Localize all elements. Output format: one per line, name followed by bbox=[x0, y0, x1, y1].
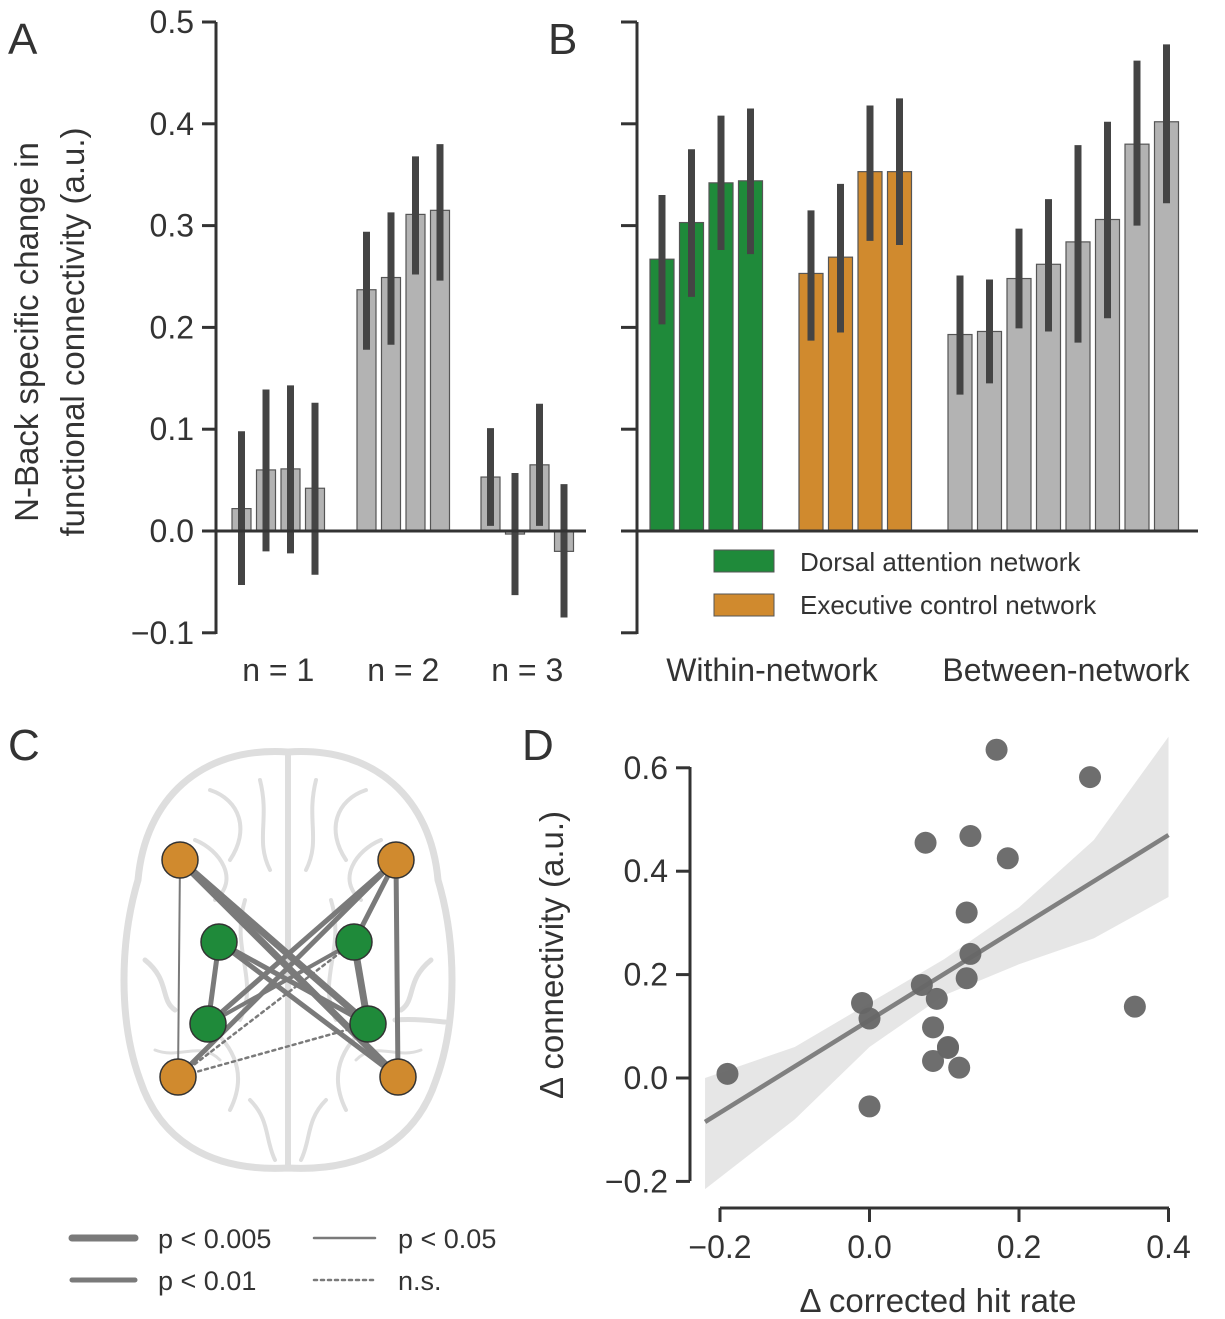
y-tick-label: 0.1 bbox=[150, 411, 194, 447]
y-tick-label: 0.2 bbox=[150, 309, 194, 345]
panel-a-ylabel-line1: N-Back specific change in bbox=[8, 142, 45, 522]
edge bbox=[393, 857, 401, 1080]
network-nodes bbox=[159, 841, 417, 1096]
edge bbox=[216, 939, 401, 1080]
scatter-points bbox=[716, 738, 1146, 1118]
edge bbox=[216, 939, 371, 1027]
group-label: n = 2 bbox=[367, 652, 439, 688]
y-tick-label: 0.4 bbox=[624, 853, 668, 889]
scatter-point bbox=[996, 847, 1019, 870]
y-tick-label: 0.0 bbox=[624, 1060, 668, 1096]
legend-swatch-dorsal-attention bbox=[713, 549, 775, 573]
edge bbox=[176, 1022, 370, 1079]
scatter-point bbox=[948, 1056, 971, 1079]
legend-label-ns: n.s. bbox=[398, 1266, 442, 1296]
scatter-point bbox=[936, 1037, 959, 1060]
scatter-point bbox=[955, 967, 978, 990]
panel-d-ylabel: Δ connectivity (a.u.) bbox=[533, 811, 570, 1099]
x-tick-label: 0.0 bbox=[847, 1229, 891, 1265]
y-tick-label: 0.2 bbox=[624, 957, 668, 993]
y-tick-label: 0.3 bbox=[150, 208, 194, 244]
panel-c-legend bbox=[68, 1234, 377, 1283]
scatter-point bbox=[914, 831, 937, 854]
panel-b: Within-network Between-network Dorsal att… bbox=[621, 20, 1198, 688]
y-tick-label: 0.4 bbox=[150, 106, 194, 142]
legend-label-p01: p < 0.01 bbox=[158, 1266, 256, 1296]
y-tick-label: 0.5 bbox=[150, 4, 194, 40]
panel-a-yticks: 0.5 0.4 0.3 0.2 0.1 0.0 −0.1 bbox=[131, 4, 216, 651]
panel-c: p < 0.005 p < 0.05 p < 0.01 n.s. bbox=[68, 748, 496, 1296]
panel-b-legend: Dorsal attention network Executive contr… bbox=[713, 547, 1097, 620]
node-executive bbox=[379, 1058, 417, 1096]
node-dorsal-attention bbox=[200, 923, 238, 961]
scatter-point bbox=[922, 1016, 945, 1039]
y-tick-label: −0.1 bbox=[131, 615, 194, 651]
y-tick-label: 0.0 bbox=[150, 513, 194, 549]
group-label: Within-network bbox=[666, 652, 879, 688]
panel-d-yticks: 0.6 0.4 0.2 0.0 −0.2 bbox=[605, 750, 690, 1199]
node-dorsal-attention bbox=[349, 1005, 387, 1043]
node-executive bbox=[161, 841, 199, 879]
scatter-point bbox=[959, 825, 982, 848]
group-label: n = 1 bbox=[242, 652, 314, 688]
panel-d-xlabel: Δ corrected hit rate bbox=[799, 1282, 1076, 1319]
scatter-point bbox=[925, 987, 948, 1010]
panel-b-bars bbox=[649, 44, 1180, 532]
panel-label-c: C bbox=[8, 721, 40, 770]
legend-swatch-executive-control bbox=[713, 593, 775, 617]
edge bbox=[206, 940, 356, 1026]
regression-line bbox=[703, 833, 1170, 1124]
panel-d-xticks: −0.2 0.0 0.2 0.4 bbox=[688, 1208, 1191, 1265]
x-tick-label: 0.4 bbox=[1146, 1229, 1190, 1265]
scatter-point bbox=[858, 1095, 881, 1118]
node-executive bbox=[377, 841, 415, 879]
x-tick-label: −0.2 bbox=[688, 1229, 751, 1265]
panel-a-bars bbox=[231, 144, 575, 618]
edge bbox=[205, 857, 399, 1027]
legend-label-p05: p < 0.05 bbox=[398, 1224, 496, 1254]
scatter-point bbox=[922, 1049, 945, 1072]
scatter-point bbox=[910, 973, 933, 996]
brain-outline bbox=[120, 748, 456, 1172]
legend-label-p005: p < 0.005 bbox=[158, 1224, 271, 1254]
node-dorsal-attention bbox=[189, 1005, 227, 1043]
scatter-point bbox=[1123, 995, 1146, 1018]
scatter-point bbox=[1079, 766, 1102, 789]
scatter-point bbox=[985, 738, 1008, 761]
scatter-point bbox=[716, 1062, 739, 1085]
edge bbox=[177, 859, 181, 1078]
regression-ci-band bbox=[705, 736, 1169, 1190]
group-label: Between-network bbox=[942, 652, 1190, 688]
group-label: n = 3 bbox=[491, 652, 563, 688]
panel-label-a: A bbox=[8, 15, 38, 64]
node-executive bbox=[159, 1058, 197, 1096]
panel-b-yticks bbox=[621, 20, 637, 635]
scatter-point bbox=[959, 942, 982, 965]
panel-a-ylabel-line2: functional connectivity (a.u.) bbox=[54, 127, 91, 536]
node-dorsal-attention bbox=[335, 923, 373, 961]
x-tick-label: 0.2 bbox=[997, 1229, 1041, 1265]
edge bbox=[176, 940, 356, 1079]
panel-label-b: B bbox=[548, 15, 577, 64]
scatter-point bbox=[858, 1007, 881, 1030]
scatter-point bbox=[955, 901, 978, 924]
panel-label-d: D bbox=[522, 721, 554, 770]
panel-a: N-Back specific change in functional con… bbox=[8, 4, 586, 688]
panel-b-group-labels: Within-network Between-network bbox=[666, 652, 1190, 688]
edge bbox=[176, 856, 372, 1028]
legend-label-executive-control: Executive control network bbox=[800, 590, 1097, 620]
y-tick-label: 0.6 bbox=[624, 750, 668, 786]
legend-label-dorsal-attention: Dorsal attention network bbox=[800, 547, 1081, 577]
panel-d: 0.6 0.4 0.2 0.0 −0.2 −0.2 0.0 0.2 0.4 Δ connect… bbox=[533, 736, 1191, 1319]
panel-a-group-labels: n = 1 n = 2 n = 3 bbox=[242, 652, 563, 688]
y-tick-label: −0.2 bbox=[605, 1163, 668, 1199]
